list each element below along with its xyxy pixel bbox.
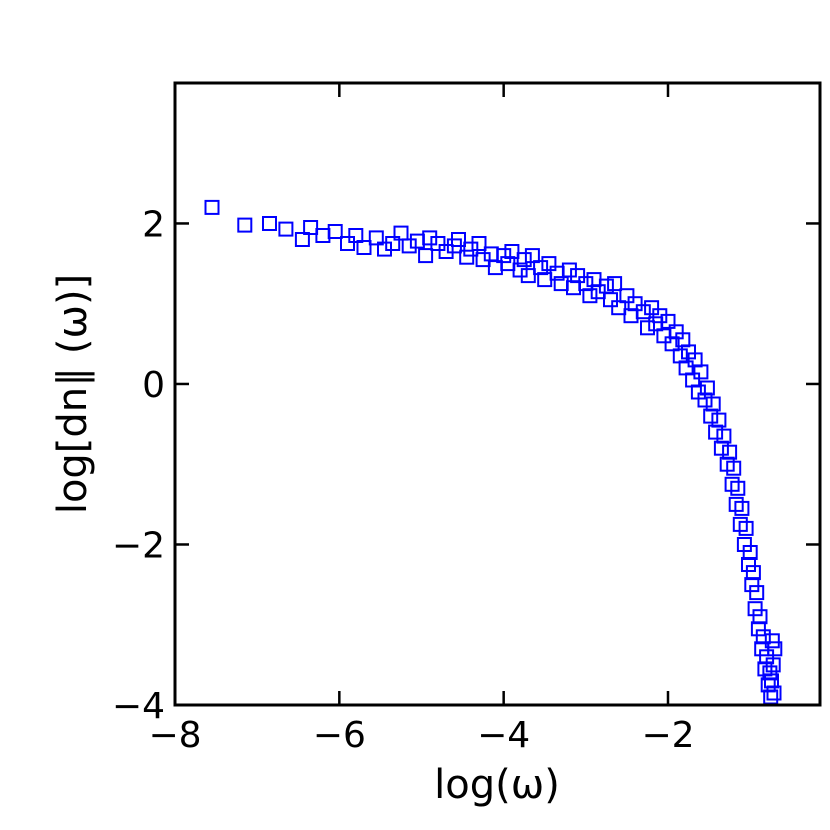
data-point <box>742 545 758 560</box>
data-point <box>745 565 761 581</box>
data-point <box>611 300 627 316</box>
data-point <box>767 641 783 657</box>
data-point <box>262 216 277 231</box>
data-point <box>327 224 343 239</box>
data-point <box>750 621 766 637</box>
data-point <box>699 380 715 396</box>
data-point <box>578 276 594 292</box>
y-tick-label: −2 <box>112 525 165 566</box>
plot-frame <box>173 81 822 707</box>
data-point <box>541 256 557 272</box>
data-point <box>393 225 409 241</box>
data-point <box>603 292 618 308</box>
data-point <box>627 296 643 312</box>
data-point <box>738 520 754 536</box>
data-point <box>749 585 765 601</box>
axis-ticks <box>173 83 820 707</box>
data-point <box>524 248 540 264</box>
y-tick-label: −4 <box>112 686 165 727</box>
data-point <box>693 364 709 380</box>
data-point <box>204 199 220 215</box>
data-point <box>516 252 532 268</box>
x-tick-label: −4 <box>477 715 530 756</box>
x-tick-label: −6 <box>313 715 366 756</box>
data-point <box>619 288 635 304</box>
data-point <box>418 248 434 264</box>
data-point <box>504 244 520 259</box>
data-point <box>582 288 598 304</box>
data-point <box>340 236 355 251</box>
data-point <box>294 232 310 247</box>
data-point <box>278 221 294 237</box>
data-point <box>471 236 487 251</box>
data-point <box>607 276 623 292</box>
data-point <box>766 685 782 701</box>
data-point <box>705 396 721 412</box>
data-point <box>303 220 319 235</box>
data-point <box>660 313 676 329</box>
data-point <box>762 665 778 681</box>
data-point <box>496 248 512 264</box>
data-point <box>640 320 655 336</box>
data-point <box>520 268 536 284</box>
data-point <box>711 412 727 428</box>
data-point <box>451 232 466 247</box>
data-point <box>500 256 516 272</box>
data-point <box>401 238 417 254</box>
data-point <box>566 280 581 296</box>
data-point <box>635 304 651 320</box>
data-point <box>730 480 746 496</box>
x-axis-label: log(ω) <box>434 762 560 808</box>
data-point <box>570 268 586 284</box>
data-point <box>385 236 401 251</box>
y-axis-label: log[dn∥ (ω)] <box>50 274 96 514</box>
data-points <box>204 199 783 705</box>
data-point <box>752 609 768 625</box>
data-point <box>716 428 732 444</box>
data-point <box>763 689 779 705</box>
data-point <box>703 408 719 424</box>
y-tick-label: 0 <box>142 365 165 406</box>
data-point <box>722 444 738 460</box>
x-tick-label: −8 <box>148 715 201 756</box>
data-point <box>237 217 253 233</box>
data-point <box>368 230 384 246</box>
y-tick-label: 2 <box>142 204 165 245</box>
data-point <box>765 657 781 673</box>
data-point <box>409 233 425 249</box>
data-point <box>315 228 331 243</box>
data-point <box>713 440 729 456</box>
data-point <box>586 272 602 288</box>
data-point <box>726 460 742 476</box>
x-tick-label: −2 <box>641 715 694 756</box>
data-point <box>755 629 771 645</box>
data-point <box>734 500 750 516</box>
data-point <box>747 601 763 617</box>
data-point <box>764 633 780 649</box>
tick-labels: −8 −6 −4 −2 −4 −2 0 2 <box>112 204 695 756</box>
data-point <box>459 249 475 265</box>
data-point <box>348 228 364 243</box>
data-point <box>430 236 446 251</box>
data-point <box>644 300 660 316</box>
data-point <box>356 240 372 255</box>
